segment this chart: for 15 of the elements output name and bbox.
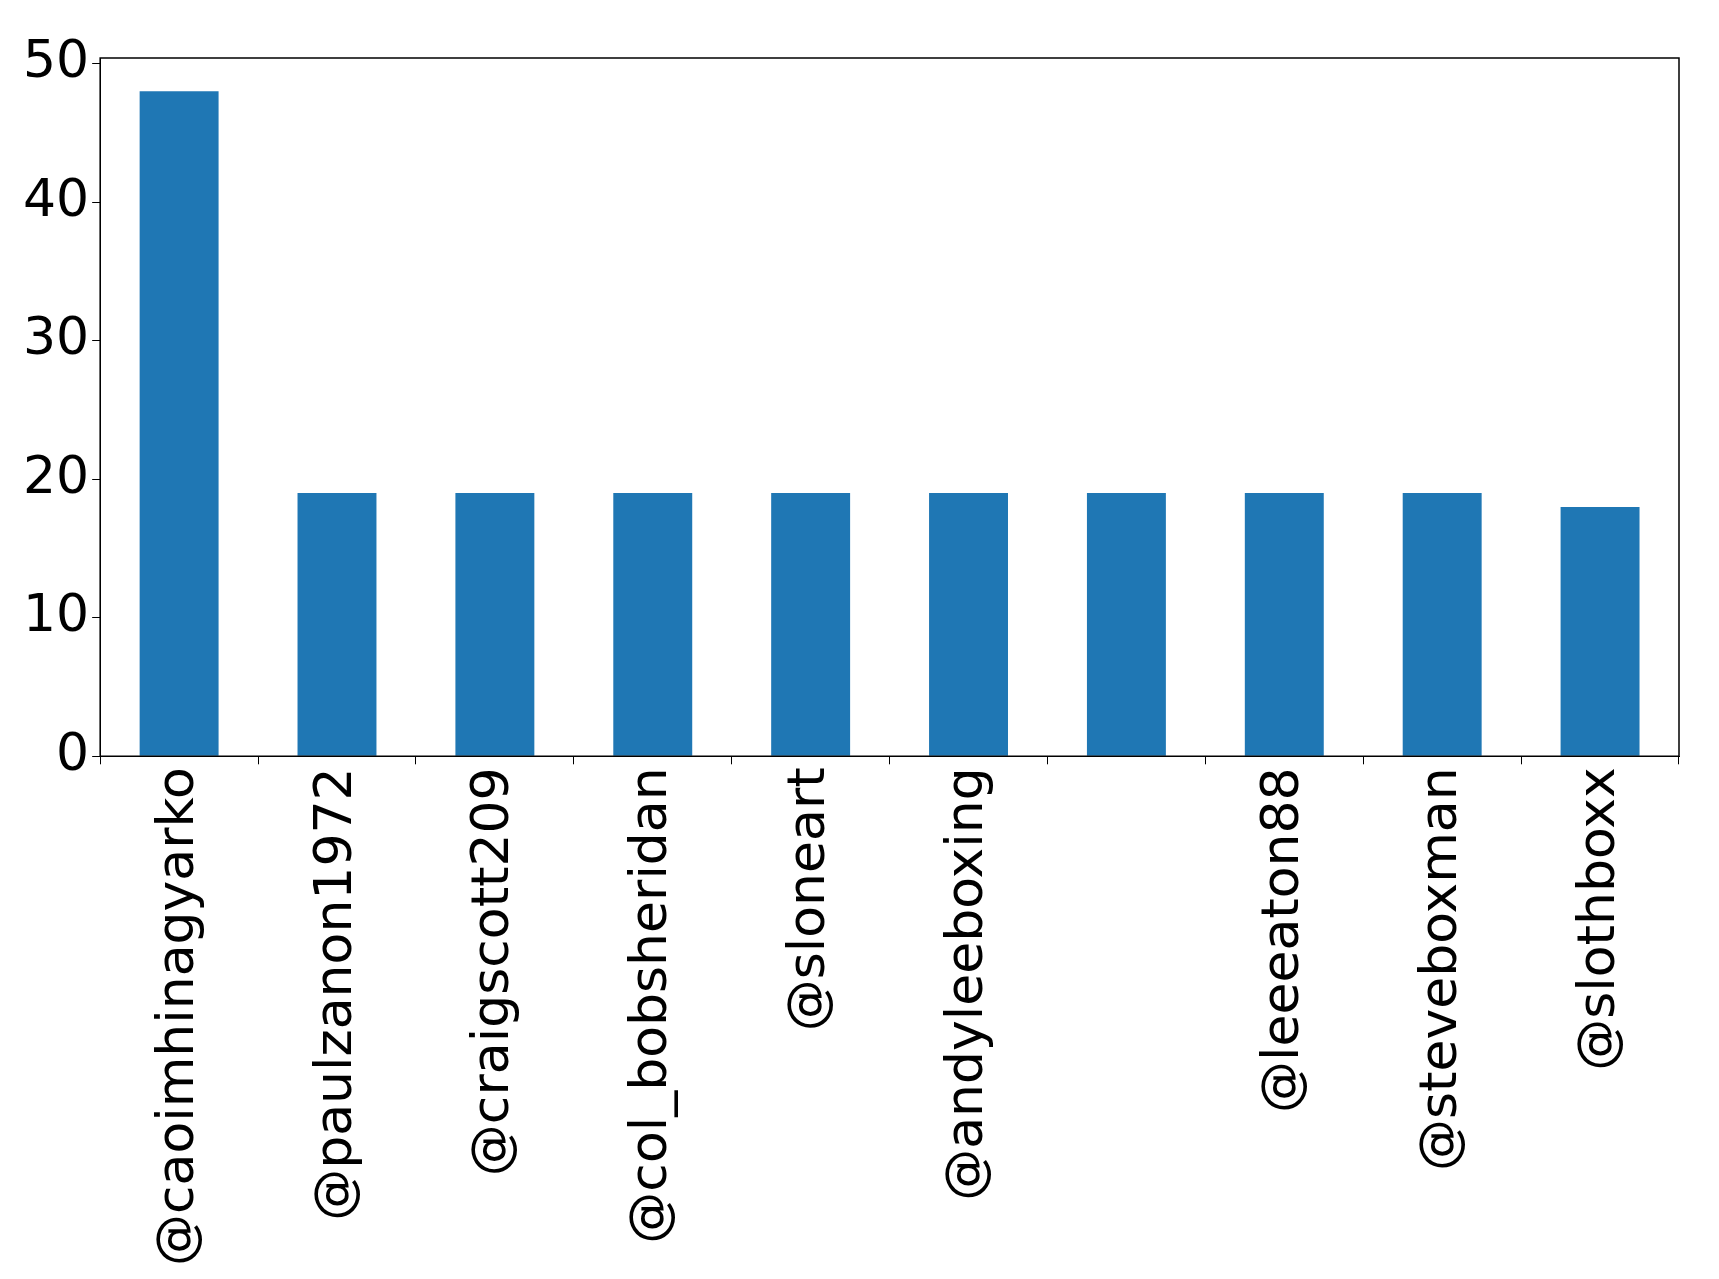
y-tick-label: 20 bbox=[23, 444, 90, 505]
x-tick-label: @steveboxman bbox=[1407, 767, 1468, 1172]
y-tick-label: 30 bbox=[23, 306, 90, 367]
x-tick-label: @slothboxx bbox=[1565, 767, 1626, 1071]
y-tick-label: 0 bbox=[56, 721, 90, 782]
x-tick-label: @caoimhinagyarko bbox=[144, 767, 205, 1267]
x-tick-label: @col_bobsheridan bbox=[618, 767, 679, 1244]
y-tick-label: 40 bbox=[23, 167, 90, 228]
y-tick-label: 50 bbox=[23, 29, 90, 90]
y-tick-label: 10 bbox=[23, 583, 90, 644]
x-tick-label: @andyleeboxing bbox=[934, 767, 995, 1201]
x-tick-label: @craigscott209 bbox=[460, 767, 521, 1177]
x-tick-label: @paulzanon1972 bbox=[302, 767, 363, 1221]
x-tick-label: @sloneart bbox=[776, 767, 837, 1032]
x-tick-label: @leeeaton88 bbox=[1249, 767, 1310, 1113]
